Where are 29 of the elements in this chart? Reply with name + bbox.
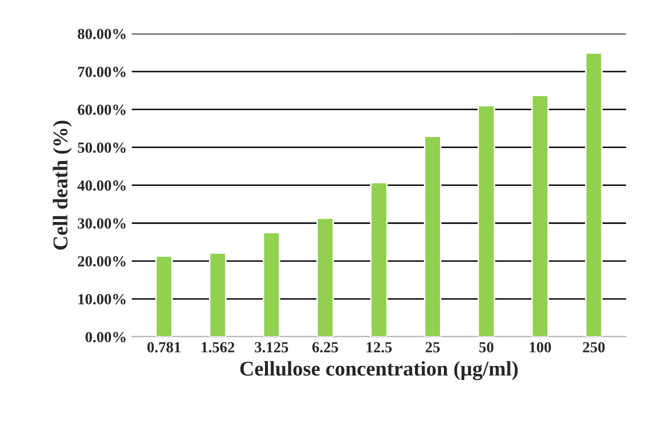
x-tick-label: 0.781 bbox=[147, 342, 180, 352]
y-tick-label: 80.00% bbox=[78, 28, 126, 40]
x-tick-label: 250 bbox=[583, 342, 605, 352]
y-tick-label: 0.00% bbox=[86, 332, 126, 342]
y-tick-label: 30.00% bbox=[78, 218, 126, 229]
bar bbox=[316, 218, 334, 337]
x-tick-label: 3.125 bbox=[254, 342, 288, 352]
y-tick-label: 10.00% bbox=[78, 294, 126, 304]
y-tick-label: 70.00% bbox=[78, 66, 126, 78]
x-axis-title: Cellulose concentration (µg/ml) bbox=[240, 361, 518, 380]
x-tick-label: 25 bbox=[426, 342, 440, 352]
y-axis-title: Cell death (%) bbox=[52, 120, 72, 250]
x-tick-label: 6.25 bbox=[312, 342, 338, 352]
bar bbox=[424, 136, 442, 337]
x-tick-label: 12.5 bbox=[366, 342, 392, 352]
y-tick-label: 20.00% bbox=[78, 256, 126, 267]
y-tick-label: 50.00% bbox=[78, 142, 126, 153]
bar bbox=[155, 255, 173, 337]
y-tick-label: 60.00% bbox=[78, 104, 126, 115]
bar bbox=[209, 252, 227, 337]
bar bbox=[262, 232, 280, 337]
x-tick-label: 100 bbox=[530, 342, 551, 352]
bar bbox=[531, 94, 549, 337]
bar bbox=[370, 182, 388, 337]
bar bbox=[585, 52, 603, 337]
y-tick-label: 40.00% bbox=[77, 180, 126, 191]
x-tick-label: 1.562 bbox=[202, 342, 234, 352]
x-tick-label: 50 bbox=[479, 342, 494, 352]
bar bbox=[478, 104, 496, 337]
